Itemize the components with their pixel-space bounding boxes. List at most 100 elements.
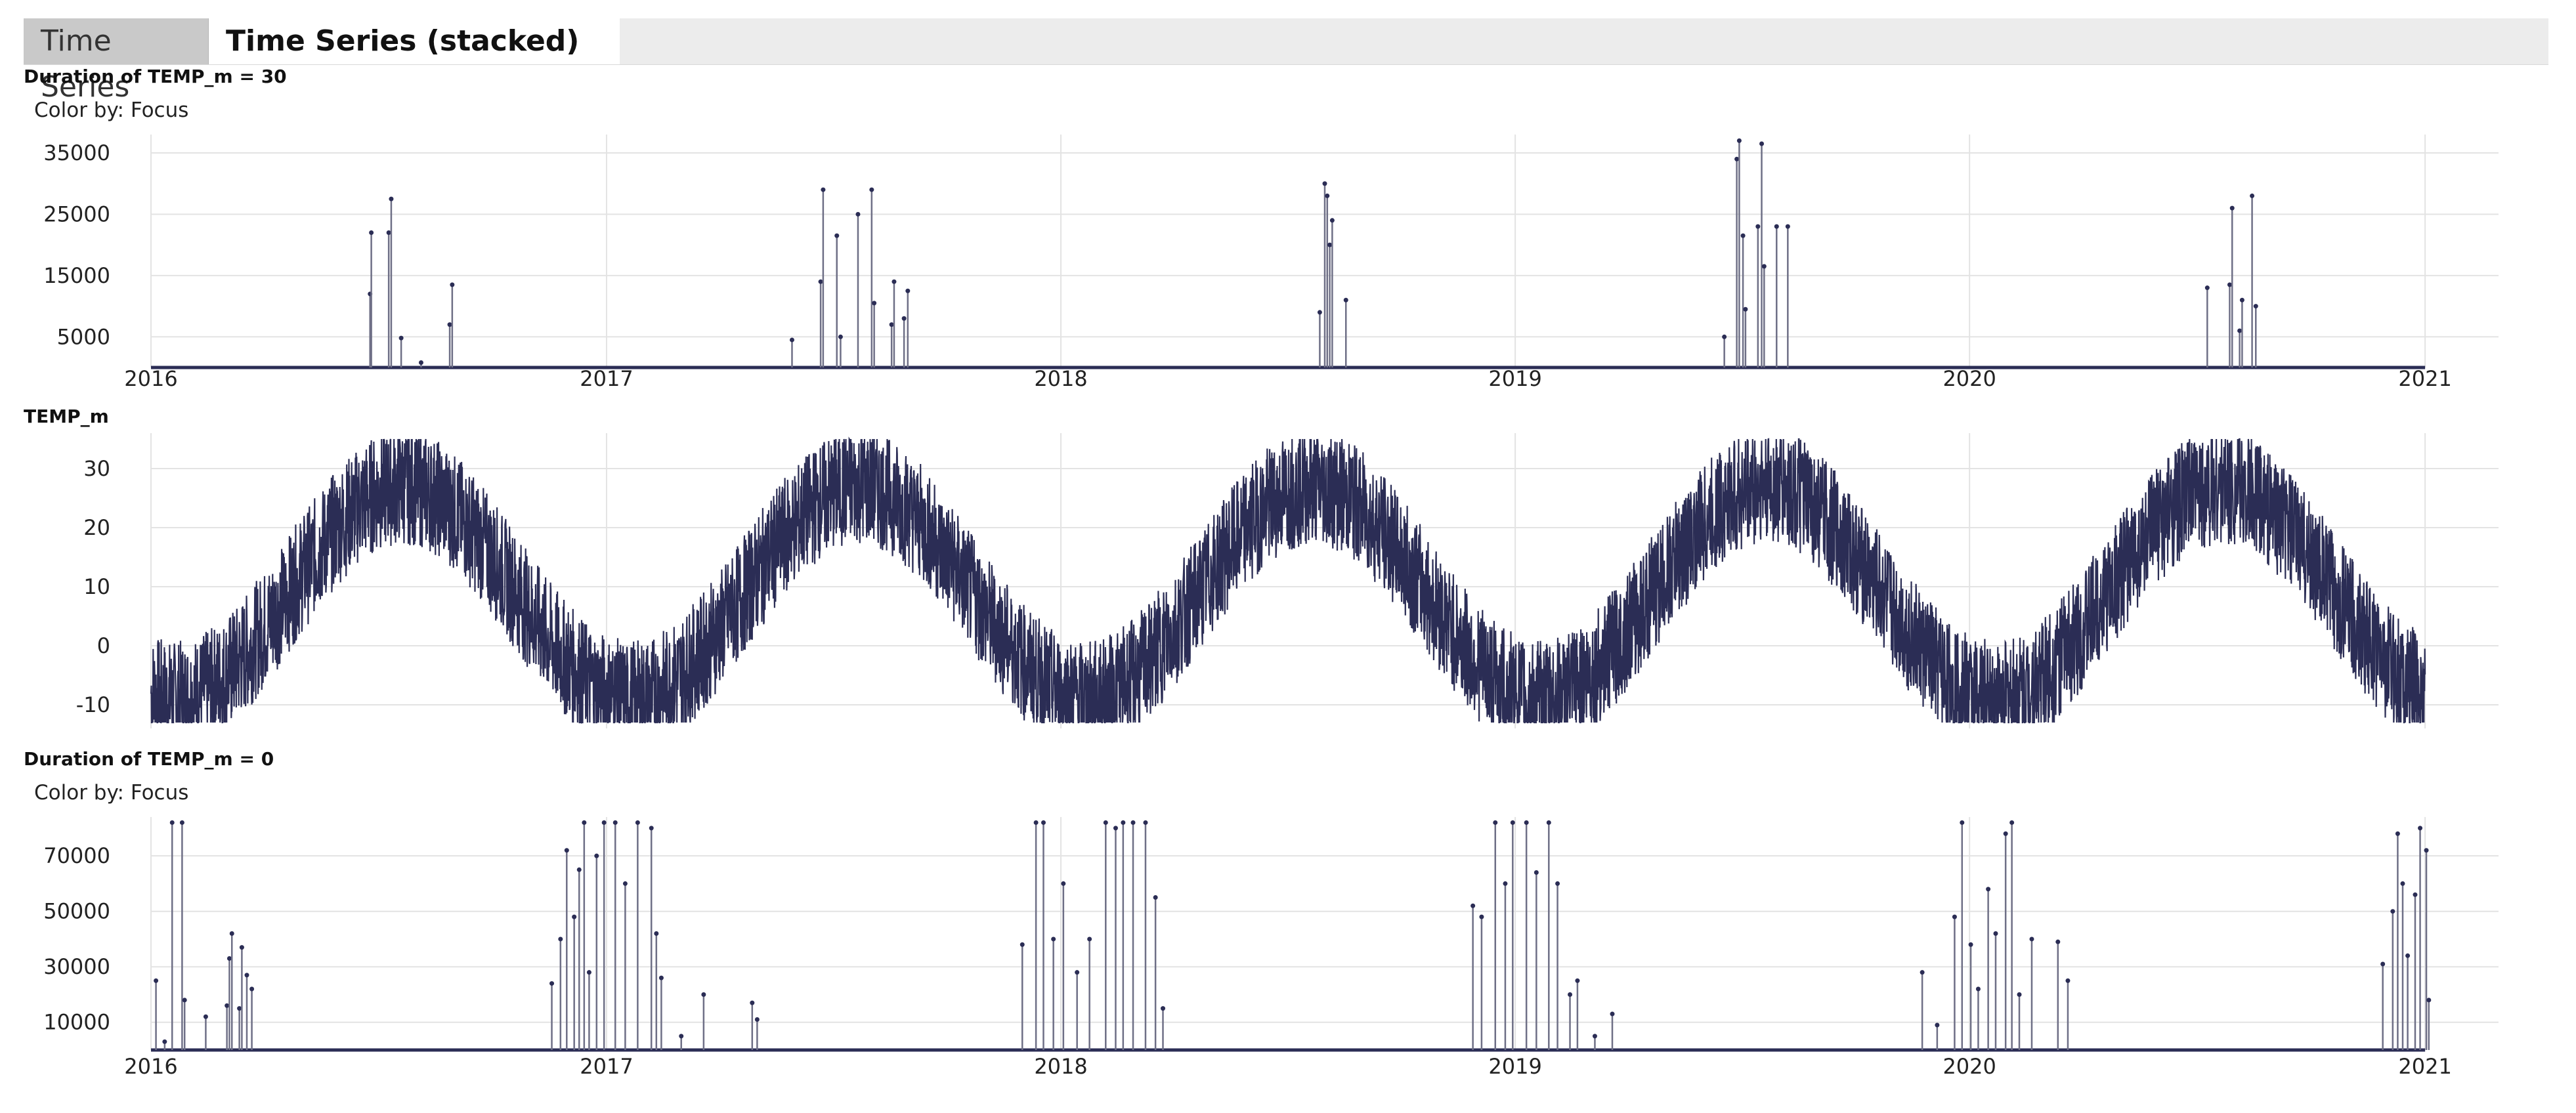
duration-point [818, 279, 823, 284]
duration-point [239, 945, 244, 950]
duration-point [576, 867, 582, 872]
duration-point [869, 187, 874, 192]
tab-time-series[interactable]: Time Series [24, 18, 209, 104]
duration-point [658, 975, 664, 980]
duration-point [1993, 931, 1998, 936]
duration-point [237, 1006, 242, 1011]
duration-point [1161, 1006, 1166, 1011]
duration-point [701, 992, 706, 997]
duration-point [586, 970, 591, 975]
duration-point [754, 1017, 760, 1022]
panel-3-plot: 2016 2017 2018 2019 2020 2021 10000 30000 50000 7… [43, 817, 2499, 1079]
duration-point [855, 211, 861, 217]
duration-point [1503, 881, 1508, 886]
duration-point [1743, 306, 1748, 312]
y-tick-label-25000: 25000 [43, 201, 110, 226]
duration-point [2227, 282, 2232, 287]
tab-bar: Time Series Time Series (stacked) [24, 18, 2548, 104]
temp-series-line [150, 436, 2426, 724]
duration-point [203, 1014, 208, 1019]
duration-point [2426, 998, 2432, 1003]
panel-1-color-by[interactable]: Color by: Focus [34, 98, 189, 122]
x-tick-label-2018: 2018 [1034, 1054, 1087, 1079]
duration-point [2029, 936, 2034, 942]
duration-point [905, 288, 911, 293]
panel-3-color-by[interactable]: Color by: Focus [34, 781, 189, 805]
duration-point [1103, 820, 1108, 825]
duration-point [244, 973, 249, 978]
duration-point [2017, 992, 2022, 997]
duration-point [834, 233, 840, 238]
duration-point [872, 301, 877, 306]
duration-point [549, 981, 555, 986]
duration-point [2055, 939, 2061, 944]
duration-point [891, 279, 897, 284]
x-tick-label-2017: 2017 [580, 1054, 633, 1079]
duration-point [2009, 820, 2015, 825]
duration-point [1479, 914, 1484, 919]
duration-point [649, 826, 654, 831]
duration-point [1575, 978, 1580, 983]
duration-point [1524, 820, 1529, 825]
duration-point [564, 848, 569, 853]
duration-point [582, 820, 587, 825]
duration-point [1734, 156, 1740, 161]
duration-point [1470, 903, 1476, 908]
duration-point [1736, 138, 1742, 143]
duration-point [2003, 831, 2008, 836]
duration-point [901, 316, 907, 321]
duration-point [1153, 895, 1158, 900]
duration-point [1761, 264, 1767, 269]
x-tick-label-2021: 2021 [2398, 1054, 2451, 1079]
duration-point [558, 936, 563, 942]
duration-point [226, 956, 232, 961]
duration-point [2380, 961, 2386, 967]
x-tick-label-2016: 2016 [124, 1054, 177, 1079]
duration-point [1317, 310, 1322, 315]
duration-point [2390, 909, 2395, 914]
y-tick-label-35000: 35000 [43, 140, 110, 165]
duration-point [1322, 181, 1327, 186]
duration-point [612, 820, 618, 825]
duration-point [601, 820, 607, 825]
y-tick-label-20: 20 [83, 515, 110, 540]
duration-point [2424, 848, 2429, 853]
panel-2-plot: -10 0 10 20 30 [76, 433, 2499, 728]
y-tick-label-50000: 50000 [43, 899, 110, 924]
y-tick-label-0: 0 [97, 633, 110, 658]
x-tick-label-2018: 2018 [1034, 366, 1087, 391]
duration-point [2400, 881, 2405, 886]
y-tick-label-5000: 5000 [57, 324, 110, 349]
duration-point [2239, 297, 2244, 303]
panel-1-title: Duration of TEMP_m = 30 [24, 66, 287, 87]
duration-point [821, 187, 826, 192]
duration-point [386, 230, 391, 235]
y-tick-label-15000: 15000 [43, 263, 110, 288]
duration-point [162, 1039, 167, 1044]
duration-point [2395, 831, 2400, 836]
x-tick-label-2021: 2021 [2398, 366, 2451, 391]
duration-point [389, 196, 394, 201]
duration-point [1121, 820, 1126, 825]
x-tick-label-2017: 2017 [580, 366, 633, 391]
duration-point [418, 360, 423, 366]
duration-point [2413, 892, 2418, 897]
duration-point [1033, 820, 1039, 825]
duration-point [1327, 242, 1333, 247]
duration-point [1493, 820, 1498, 825]
duration-point [1546, 820, 1551, 825]
duration-point [2204, 285, 2210, 291]
duration-point [1986, 887, 1991, 892]
duration-point [2237, 328, 2243, 333]
duration-point [1755, 224, 1761, 229]
duration-point [1960, 820, 1965, 825]
y-tick-label--10: -10 [76, 692, 110, 717]
duration-point [654, 931, 659, 936]
panel-3-title: Duration of TEMP_m = 0 [24, 748, 274, 770]
duration-point [622, 881, 628, 886]
duration-point [1087, 936, 1092, 942]
duration-point [1722, 334, 1727, 339]
duration-point [1568, 992, 1573, 997]
tab-time-series-stacked[interactable]: Time Series (stacked) [209, 18, 620, 64]
